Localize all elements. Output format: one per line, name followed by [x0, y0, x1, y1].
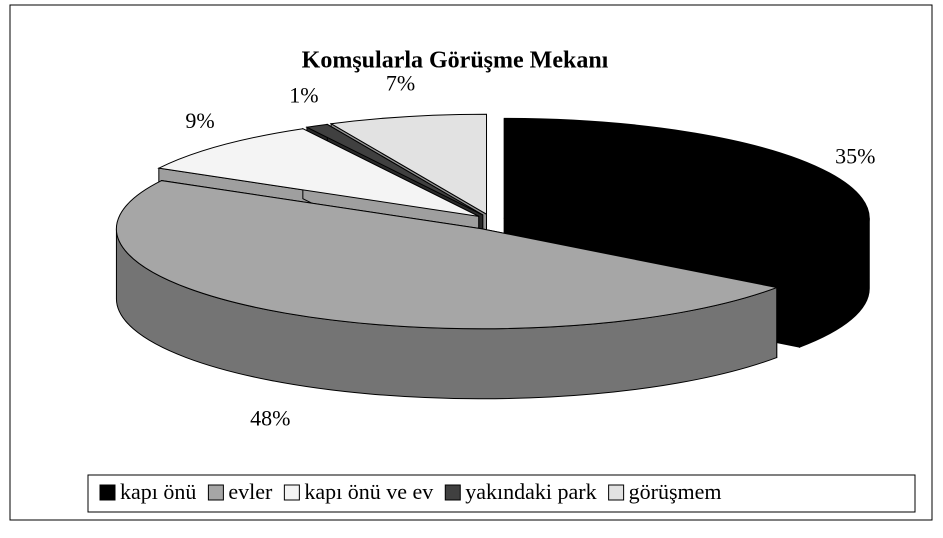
legend-label: görüşmem [629, 479, 722, 504]
slice-top [305, 123, 483, 216]
slice-top [503, 117, 870, 278]
legend-label: kapı önü [120, 479, 196, 504]
legend-box [87, 474, 916, 513]
slice-wall-shade [799, 218, 870, 348]
slice-top [329, 113, 488, 216]
slice-wall-shade [116, 228, 777, 399]
legend-swatch [283, 484, 300, 501]
legend-swatch [207, 484, 224, 501]
data-label: 9% [185, 108, 214, 133]
legend-swatch [99, 484, 116, 501]
data-label: 1% [289, 82, 318, 107]
legend-swatch [444, 484, 461, 501]
data-label: 35% [835, 143, 875, 168]
data-label: 7% [386, 70, 415, 95]
pie-slice [115, 179, 779, 400]
slice-top [157, 128, 479, 217]
legend-label: kapı önü ve ev [304, 479, 433, 504]
legend-label: evler [228, 479, 273, 504]
slice-top [115, 180, 779, 330]
legend-swatch [608, 484, 625, 501]
chart-title: Komşularla Görüşme Mekanı [302, 48, 609, 74]
legend-label: yakındaki park [465, 479, 596, 504]
data-label: 48% [250, 405, 290, 430]
